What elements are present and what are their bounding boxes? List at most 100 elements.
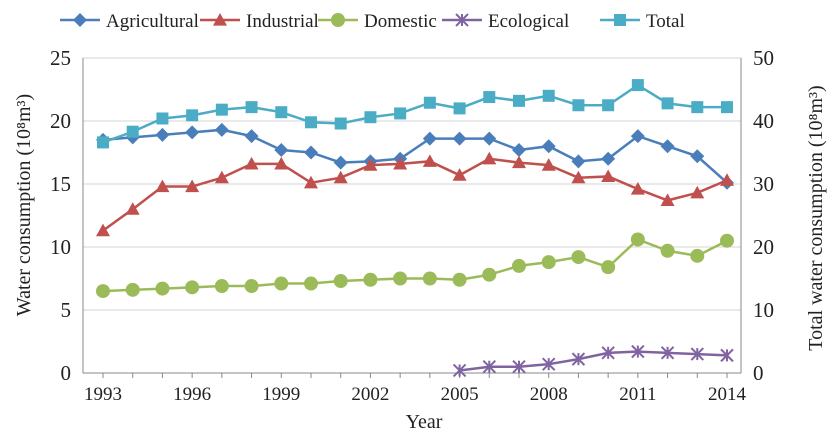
series-line-ecological	[459, 350, 728, 372]
data-point-circle	[333, 274, 348, 289]
series-agricultural	[96, 122, 734, 190]
data-point-circle	[571, 250, 586, 265]
gridlines	[83, 57, 741, 374]
data-point-square	[602, 99, 615, 112]
right-y-tick-label: 0	[753, 361, 764, 385]
x-tick-label: 2005	[441, 384, 479, 405]
data-point-star	[631, 344, 645, 359]
x-tick-label: 2011	[619, 384, 656, 405]
data-point-triangle	[630, 182, 645, 195]
data-point-diamond	[274, 142, 289, 157]
series-ecological	[452, 344, 734, 378]
left-y-tick-label: 25	[50, 46, 71, 70]
data-point-circle	[452, 272, 467, 287]
right-y-tick-labels: 0 10 20 30 40 50	[753, 46, 774, 385]
data-point-square	[721, 101, 733, 114]
legend-label: Industrial	[246, 11, 319, 32]
data-point-triangle	[720, 173, 734, 186]
data-point-star	[690, 347, 704, 361]
data-point-circle	[214, 279, 229, 294]
data-point-diamond	[541, 139, 556, 154]
data-point-circle	[690, 248, 705, 263]
legend-item-domestic: Domestic	[318, 11, 437, 32]
data-point-triangle	[214, 170, 229, 184]
data-point-square	[513, 94, 525, 107]
data-point-circle	[422, 271, 437, 286]
legend-item-agricultural: Agricultural	[60, 11, 199, 32]
data-point-square	[156, 112, 169, 125]
x-tick-label: 1993	[84, 384, 122, 405]
data-point-triangle	[452, 168, 467, 181]
legend-label: Ecological	[488, 11, 569, 32]
data-point-square	[245, 101, 258, 114]
data-point-star	[542, 357, 556, 371]
data-point-square	[275, 106, 288, 119]
legend-item-total: Total	[600, 11, 685, 32]
left-y-tick-labels: 0 5 10 15 20 25	[50, 46, 71, 385]
left-y-axis-title: Water consumption (10⁸m³)	[13, 94, 35, 316]
data-point-diamond	[304, 145, 318, 160]
data-point-circle	[331, 13, 345, 27]
data-point-circle	[630, 232, 645, 247]
data-point-circle	[541, 255, 556, 270]
right-y-tick-label: 10	[753, 298, 774, 322]
data-point-circle	[512, 258, 526, 273]
left-y-tick-label: 5	[61, 298, 72, 322]
data-point-triangle	[274, 156, 289, 170]
left-y-tick-label: 0	[61, 361, 72, 385]
x-tick-label: 1996	[173, 384, 211, 405]
data-point-diamond	[452, 131, 467, 146]
data-point-diamond	[185, 125, 200, 140]
data-point-star	[455, 13, 469, 27]
data-point-circle	[393, 271, 408, 286]
data-point-star	[482, 359, 496, 374]
data-point-square	[423, 96, 436, 109]
data-point-square	[661, 97, 674, 110]
data-point-square	[614, 14, 626, 26]
data-point-diamond	[482, 131, 497, 146]
series-line-industrial	[102, 157, 728, 232]
data-point-diamond	[214, 122, 229, 137]
data-point-circle	[660, 243, 675, 258]
x-tick-label: 1999	[262, 384, 300, 405]
data-point-triangle	[482, 151, 497, 165]
data-point-diamond	[630, 129, 645, 144]
legend: Agricultural Industrial Domestic Ecological…	[60, 11, 685, 32]
data-point-circle	[125, 282, 140, 297]
data-point-square	[97, 136, 109, 149]
data-point-diamond	[601, 151, 616, 166]
data-point-circle	[185, 280, 200, 295]
data-point-circle	[363, 272, 378, 287]
series-domestic	[96, 232, 734, 299]
data-point-circle	[304, 276, 318, 291]
data-point-circle	[96, 284, 110, 299]
data-point-diamond	[660, 139, 675, 154]
x-tick-label: 2002	[351, 384, 389, 405]
data-point-square	[453, 102, 466, 115]
data-point-star	[512, 359, 526, 374]
data-point-triangle	[304, 175, 318, 189]
axes	[82, 58, 742, 378]
data-point-square	[691, 101, 704, 114]
data-point-triangle	[244, 156, 259, 170]
data-point-triangle	[363, 158, 378, 171]
data-point-triangle	[571, 170, 586, 184]
right-y-tick-label: 50	[753, 46, 774, 70]
data-point-square	[364, 111, 377, 124]
right-y-tick-label: 20	[753, 235, 774, 259]
data-point-star	[452, 363, 467, 378]
x-tick-labels: 1993 1996 1999 2002 2005 2008 2011 2014	[84, 384, 747, 405]
data-point-star	[571, 352, 586, 366]
left-y-tick-label: 10	[50, 235, 71, 259]
data-point-circle	[482, 267, 497, 282]
data-point-square	[631, 79, 644, 92]
data-point-diamond	[333, 155, 348, 170]
data-point-diamond	[155, 127, 170, 142]
data-point-triangle	[601, 169, 616, 183]
data-point-circle	[274, 276, 289, 291]
series-group	[96, 79, 734, 378]
data-point-diamond	[73, 13, 87, 27]
right-y-tick-label: 30	[753, 172, 774, 196]
